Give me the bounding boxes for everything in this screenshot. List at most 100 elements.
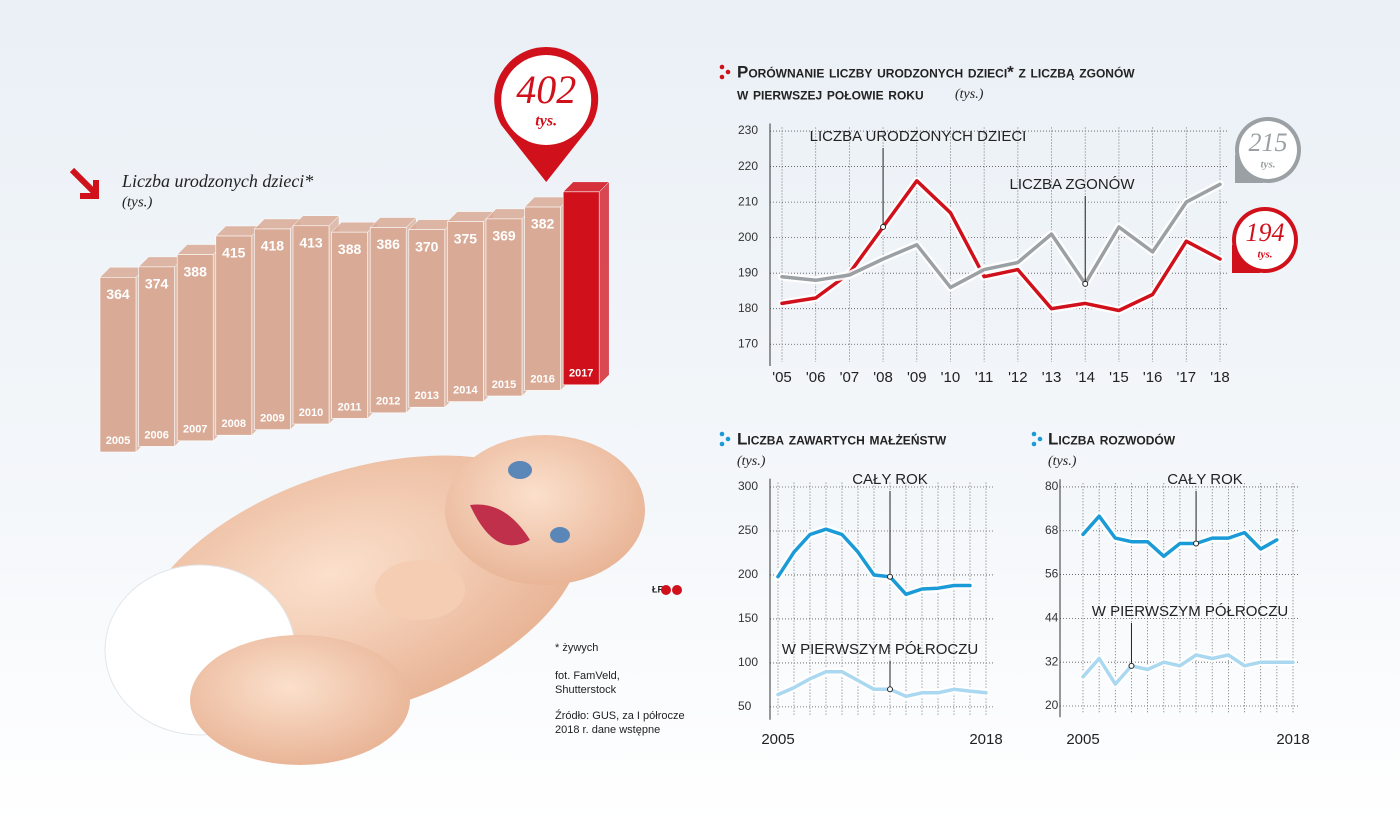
line — [776, 527, 972, 597]
annotation-dot — [887, 686, 893, 693]
y-tick-label: 20 — [1045, 698, 1059, 712]
callout-unit: tys. — [1258, 249, 1273, 261]
source: Źródło: GUS, za I półrocze — [555, 709, 685, 722]
x-tick-label: 2005 — [1066, 731, 1099, 748]
x-tick-label: 2018 — [969, 731, 1002, 748]
bar — [369, 227, 407, 414]
x-tick-label: '12 — [1008, 369, 1028, 386]
x-tick-label: 2016 — [530, 373, 554, 385]
x-tick-label: 2013 — [415, 390, 439, 402]
x-tick-label: '11 — [975, 369, 993, 386]
bar — [176, 254, 214, 442]
y-tick-label: 150 — [738, 611, 758, 625]
x-tick-label: '14 — [1075, 369, 1095, 386]
x-tick-label: 2006 — [144, 429, 168, 441]
annotation-dot — [880, 223, 887, 230]
x-tick-label: '15 — [1109, 369, 1129, 386]
bullet-icon — [719, 64, 731, 80]
callout-circle — [1236, 211, 1294, 269]
value-label: 386 — [377, 236, 401, 252]
x-tick-label: 2010 — [299, 407, 323, 419]
bar — [447, 221, 484, 402]
y-tick-label: 170 — [738, 336, 758, 350]
baby-photo — [104, 435, 645, 765]
x-tick-label: '18 — [1210, 369, 1230, 386]
photo-credit: Shutterstock — [555, 684, 617, 696]
callout-value: 194 — [1246, 218, 1285, 247]
x-tick-label: 2014 — [453, 385, 478, 397]
y-tick-label: 250 — [738, 523, 758, 537]
bar — [138, 266, 175, 447]
x-tick-label: 2011 — [338, 401, 362, 413]
callout-circle — [1239, 121, 1297, 179]
bar — [408, 229, 446, 408]
chart-title: Porównanie liczby urodzonych dzieci* z l… — [737, 62, 1135, 81]
value-label: 388 — [338, 241, 362, 257]
bar — [99, 276, 137, 453]
arrow-icon — [69, 167, 99, 199]
annotation: W PIERWSZYM PÓŁROCZU — [1092, 603, 1288, 620]
value-label: 388 — [184, 263, 208, 279]
x-tick-label: '05 — [772, 369, 792, 386]
x-tick-label: '10 — [941, 369, 961, 386]
y-tick-label: 50 — [738, 699, 752, 713]
annotation: LICZBA URODZONYCH DZIECI — [810, 128, 1027, 145]
value-label: 382 — [531, 216, 555, 232]
x-tick-label: '07 — [840, 369, 860, 386]
chart-title: w pierwszej połowie roku — [737, 84, 924, 103]
bar — [331, 231, 368, 419]
x-tick-label: 2005 — [106, 435, 130, 447]
y-tick-label: 200 — [738, 567, 758, 581]
annotation: CAŁY ROK — [1167, 471, 1243, 488]
x-tick-label: '09 — [907, 369, 927, 386]
y-tick-label: 180 — [738, 301, 758, 315]
annotation-dot — [1082, 280, 1089, 287]
y-tick-label: 44 — [1045, 611, 1059, 625]
value-label: 374 — [145, 276, 169, 292]
x-tick-label: '16 — [1143, 369, 1163, 386]
y-tick-label: 32 — [1045, 654, 1059, 668]
y-tick-label: 100 — [738, 655, 758, 669]
y-tick-label: 80 — [1045, 479, 1059, 493]
bar — [524, 206, 561, 391]
value-label: 369 — [492, 228, 516, 244]
x-tick-label: 2015 — [492, 379, 516, 391]
chart-title: Liczba zawartych małżeństw — [737, 429, 947, 448]
logo-text: ŁR — [652, 584, 664, 594]
bar-side — [598, 181, 610, 386]
bullet-icon — [719, 431, 1043, 447]
y-tick-label: 230 — [738, 123, 758, 137]
callout-value: 402 — [516, 67, 576, 112]
x-tick-label: '08 — [873, 369, 893, 386]
line-halo — [774, 667, 990, 701]
value-label: 415 — [222, 245, 246, 261]
y-tick-label: 200 — [738, 230, 758, 244]
chart-subtitle: (tys.) — [737, 454, 766, 469]
bar — [215, 235, 253, 436]
annotation: LICZBA ZGONÓW — [1009, 176, 1135, 193]
bar — [562, 191, 600, 386]
bar — [485, 218, 523, 397]
line — [1081, 514, 1279, 559]
annotation-dot — [887, 573, 893, 580]
annotation-dot — [1193, 540, 1200, 547]
value-label: 364 — [106, 286, 130, 302]
line — [1081, 653, 1295, 686]
value-label: 413 — [299, 234, 323, 250]
chart-title: Liczba rozwodów — [1048, 429, 1176, 448]
chart-subtitle: (tys.) — [1048, 454, 1077, 469]
x-tick-label: '13 — [1042, 369, 1062, 386]
line — [780, 179, 1222, 313]
callout-unit: tys. — [1261, 159, 1276, 171]
photo-credit: fot. FamVeld, — [555, 670, 620, 682]
callout-circle — [501, 55, 592, 145]
y-tick-label: 190 — [738, 265, 758, 279]
x-tick-label: 2008 — [222, 418, 246, 430]
x-tick-label: '17 — [1177, 369, 1197, 386]
x-tick-label: 2007 — [183, 424, 207, 436]
value-label: 375 — [454, 230, 478, 246]
x-tick-label: 2005 — [761, 731, 794, 748]
x-tick-label: 2017 — [569, 368, 593, 380]
x-tick-label: 2012 — [376, 396, 400, 408]
